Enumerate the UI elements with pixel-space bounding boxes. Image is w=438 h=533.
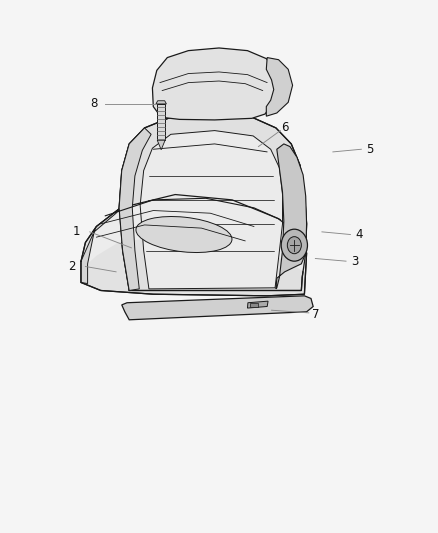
Polygon shape bbox=[156, 101, 166, 104]
Polygon shape bbox=[122, 296, 313, 320]
Text: 8: 8 bbox=[91, 98, 98, 110]
Circle shape bbox=[287, 237, 301, 254]
Polygon shape bbox=[247, 301, 268, 308]
Polygon shape bbox=[157, 140, 165, 150]
Bar bbox=[157, 104, 165, 140]
Text: 1: 1 bbox=[73, 225, 81, 238]
Polygon shape bbox=[119, 128, 151, 290]
Ellipse shape bbox=[136, 216, 232, 253]
Polygon shape bbox=[276, 144, 307, 289]
Polygon shape bbox=[81, 195, 307, 296]
Bar bbox=[250, 303, 258, 307]
Polygon shape bbox=[140, 131, 283, 289]
Circle shape bbox=[281, 229, 307, 261]
Polygon shape bbox=[81, 195, 307, 272]
Text: 2: 2 bbox=[68, 260, 76, 273]
Polygon shape bbox=[81, 208, 120, 284]
Text: 5: 5 bbox=[367, 143, 374, 156]
Polygon shape bbox=[119, 113, 307, 290]
Text: 6: 6 bbox=[281, 122, 289, 134]
Polygon shape bbox=[266, 58, 293, 116]
Text: 7: 7 bbox=[311, 308, 319, 321]
Polygon shape bbox=[152, 48, 278, 120]
Text: 3: 3 bbox=[351, 255, 358, 268]
Text: 4: 4 bbox=[355, 228, 363, 241]
